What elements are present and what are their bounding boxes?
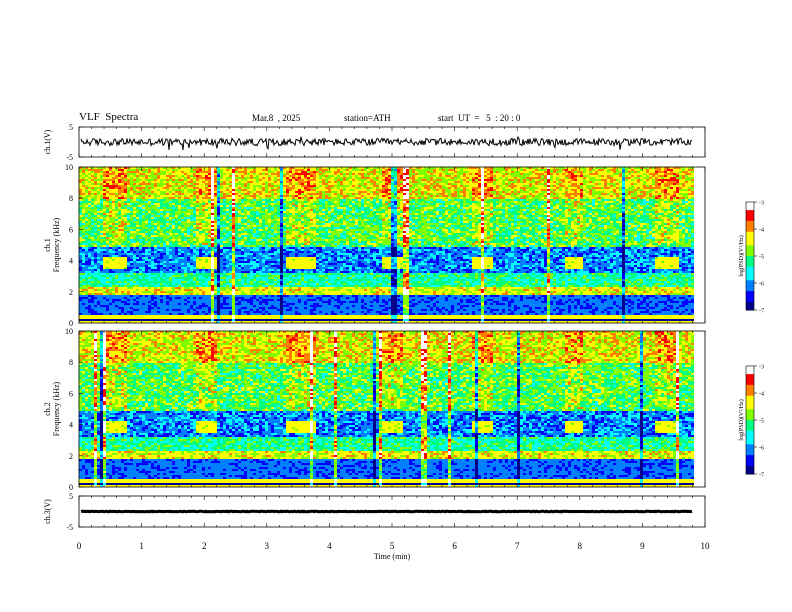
spectrogram-ch2 xyxy=(79,331,694,487)
colorbar-tick-label: -7 xyxy=(759,473,764,479)
y-tick-label: 5 xyxy=(69,492,73,501)
y-axis-label: ch.1 xyxy=(43,238,52,252)
colorbar-tick-label: -4 xyxy=(759,228,764,234)
y-tick-label: 2 xyxy=(69,452,73,461)
x-tick-label: 3 xyxy=(265,541,270,551)
y-axis-label: ch.2 xyxy=(43,402,52,416)
waveform-trace xyxy=(81,137,692,150)
x-axis-label: Time (min) xyxy=(374,552,411,561)
colorbar-tick-label: -3 xyxy=(759,365,764,371)
colorbar-tick-label: -6 xyxy=(759,446,764,452)
x-tick-label: 0 xyxy=(77,541,82,551)
colorbar-tick-label: -5 xyxy=(759,255,764,261)
panel-1: 5 -5 ch.1(V) xyxy=(43,123,705,162)
y-tick-label: -5 xyxy=(66,523,73,532)
x-tick-label: 2 xyxy=(202,541,207,551)
x-tick-label: 9 xyxy=(640,541,645,551)
x-tick-label: 6 xyxy=(452,541,457,551)
colorbar-tick-label: -6 xyxy=(759,282,764,288)
x-tick-label: 4 xyxy=(327,541,332,551)
colorbar-tick-label: -4 xyxy=(759,392,764,398)
y-tick-label: 8 xyxy=(69,194,73,203)
x-axis: 0 1 2 3 4 5 6 7 8 9 10 Time (min) xyxy=(77,541,710,561)
y-tick-label: 8 xyxy=(69,358,73,367)
colorbar-tick-label: -7 xyxy=(759,309,764,315)
y-tick-label: 4 xyxy=(69,421,73,430)
colorbar-tick-label: -3 xyxy=(759,201,764,207)
colorbar-ch2: -3 -4 -5 -6 -7 log(PSD)(V²/Hz) xyxy=(738,365,764,479)
y-axis-label: Frequency (kHz) xyxy=(52,381,61,436)
y-axis-label: Frequency (kHz) xyxy=(52,217,61,272)
panel-3: -3 -4 -5 -6 -7 log(PSD)(V²/Hz) 0 2 4 6 8 10 ch.2 Freq… xyxy=(43,327,764,492)
y-axis-label: ch.3(V) xyxy=(43,499,52,524)
y-tick-label: 6 xyxy=(69,389,73,398)
y-tick-label: 6 xyxy=(69,225,73,234)
vlf-figure: 5 -5 ch.1(V) -3 -4 -5 -6 -7 log(PSD)(V²/Hz) 0 2 4 6 8… xyxy=(0,0,792,612)
spectrogram-ch1 xyxy=(79,167,694,323)
x-tick-label: 5 xyxy=(390,541,395,551)
x-tick-label: 1 xyxy=(139,541,144,551)
y-tick-label: 5 xyxy=(69,123,73,132)
x-tick-label: 8 xyxy=(578,541,583,551)
x-tick-label: 10 xyxy=(701,541,711,551)
y-tick-label: -5 xyxy=(66,153,73,162)
y-tick-label: 10 xyxy=(65,327,73,336)
y-tick-label: 2 xyxy=(69,288,73,297)
colorbar-tick-label: -5 xyxy=(759,419,764,425)
y-axis-label: ch.1(V) xyxy=(43,129,52,154)
colorbar-label: log(PSD)(V²/Hz) xyxy=(738,399,745,440)
colorbar-ch1: -3 -4 -5 -6 -7 log(PSD)(V²/Hz) xyxy=(738,201,764,315)
y-tick-label: 10 xyxy=(65,163,73,172)
waveform-trace xyxy=(81,511,692,512)
y-tick-label: 0 xyxy=(69,483,73,492)
y-tick-label: 4 xyxy=(69,257,73,266)
x-tick-label: 7 xyxy=(515,541,520,551)
colorbar-label: log(PSD)(V²/Hz) xyxy=(738,235,745,276)
panel-4: 5 -5 ch.3(V) xyxy=(43,492,705,532)
